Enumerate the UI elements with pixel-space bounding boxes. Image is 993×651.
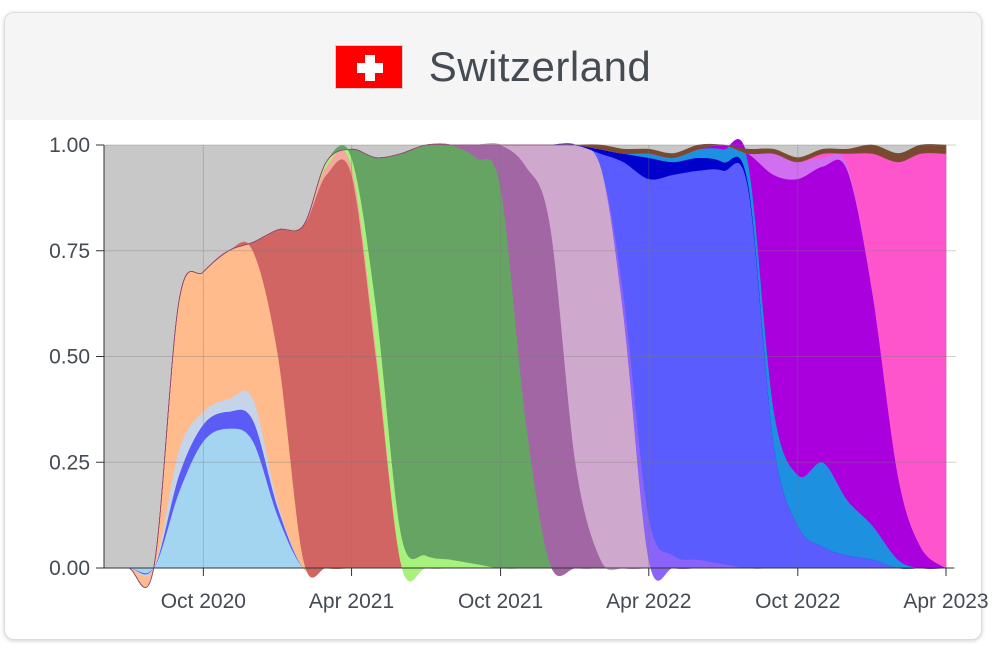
- x-tick-label: Apr 2021: [309, 590, 394, 613]
- chart-axes: 0.00 0.25 0.50 0.75 1.00 Oct 2020 Apr 2021 Oct …: [49, 134, 988, 613]
- y-tick-label: 0.50: [49, 346, 90, 369]
- y-tick-label: 0.00: [49, 557, 90, 580]
- x-tick-label: Apr 2022: [606, 590, 691, 613]
- card-header: Switzerland: [5, 13, 981, 120]
- y-tick-label: 0.75: [49, 240, 90, 263]
- x-tick-label: Oct 2020: [161, 590, 246, 613]
- page-title: Switzerland: [428, 42, 652, 90]
- y-tick-label: 0.25: [49, 451, 90, 474]
- y-tick-label: 1.00: [49, 134, 90, 157]
- swiss-flag-icon: [334, 44, 403, 89]
- x-tick-label: Oct 2021: [458, 590, 543, 613]
- area-series-17: [104, 143, 947, 588]
- chart-areas: [104, 139, 947, 588]
- x-tick-label: Oct 2022: [755, 590, 840, 613]
- x-tick-label: Apr 2023: [903, 590, 988, 613]
